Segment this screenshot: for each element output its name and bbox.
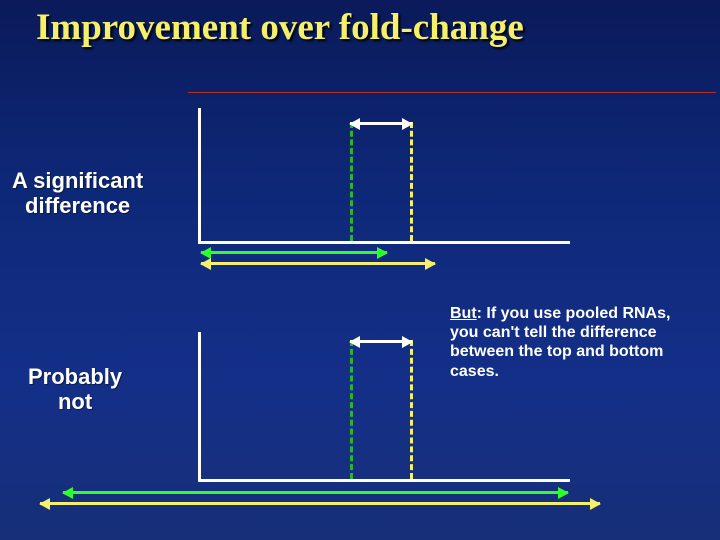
title-divider <box>188 92 716 93</box>
axis-y-top <box>198 108 201 244</box>
label-bottom: Probably not <box>28 364 122 415</box>
label-top-line2: difference <box>25 193 130 218</box>
axis-x-bottom <box>198 479 570 482</box>
chart-panel-bottom <box>198 332 570 482</box>
label-bottom-line1: Probably <box>28 364 122 389</box>
note-prefix: But <box>450 305 477 322</box>
dashed-marker-bottom-0 <box>350 340 353 479</box>
dashed-marker-bottom-1 <box>410 340 413 479</box>
label-top: A significant difference <box>12 168 143 219</box>
chart-panel-top <box>198 108 570 244</box>
dashed-marker-top-1 <box>410 122 413 241</box>
range-arrow-top-2 <box>201 262 435 265</box>
dashed-marker-top-0 <box>350 122 353 241</box>
axis-x-top <box>198 241 570 244</box>
label-top-line1: A significant <box>12 168 143 193</box>
page-title: Improvement over fold-change <box>36 6 524 49</box>
label-bottom-line2: not <box>58 389 92 414</box>
range-arrow-top-1 <box>201 251 387 254</box>
range-arrow-bottom-0 <box>350 340 412 343</box>
range-arrow-bottom-1 <box>63 491 568 494</box>
range-arrow-bottom-2 <box>40 502 600 505</box>
axis-y-bottom <box>198 332 201 482</box>
range-arrow-top-0 <box>350 122 412 125</box>
